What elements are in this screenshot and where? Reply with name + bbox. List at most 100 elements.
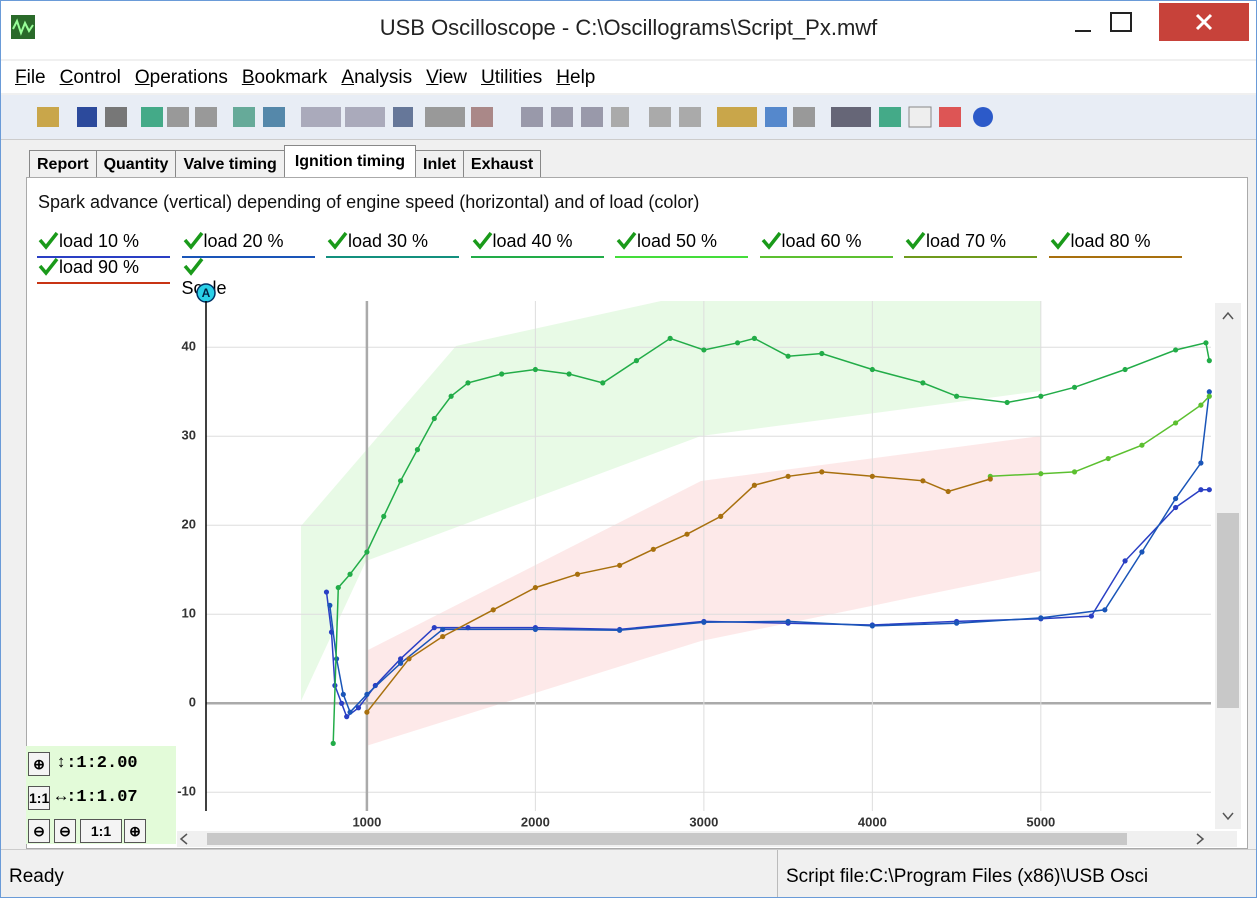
x-tick-label: 4000 bbox=[858, 814, 887, 829]
reset-horizontal[interactable]: 1:1 bbox=[28, 786, 50, 810]
data-point bbox=[347, 709, 353, 715]
data-point bbox=[1071, 469, 1078, 475]
menu-item[interactable]: Utilities bbox=[481, 67, 543, 88]
content-panel: Spark advance (vertical) depending of en… bbox=[26, 177, 1248, 849]
vertical-scale: ↕:1:2.00 bbox=[56, 754, 138, 773]
legend-item[interactable]: load 70 % bbox=[904, 230, 1037, 258]
tab[interactable]: Valve timing bbox=[175, 150, 285, 179]
data-point bbox=[1139, 442, 1145, 448]
data-point bbox=[667, 335, 673, 341]
zoom-in-vertical[interactable]: ⊕ bbox=[28, 752, 50, 776]
y-tick-label: 0 bbox=[189, 695, 196, 710]
zoom-out-a[interactable]: ⊖ bbox=[28, 819, 50, 843]
data-point bbox=[431, 415, 437, 422]
tab[interactable]: Ignition timing bbox=[283, 145, 417, 179]
legend-item[interactable]: load 20 % bbox=[181, 230, 315, 258]
svg-text:A: A bbox=[202, 286, 211, 300]
data-point bbox=[785, 473, 791, 479]
y-tick-label: 10 bbox=[182, 606, 196, 621]
description: Spark advance (vertical) depending of en… bbox=[38, 192, 700, 212]
x-tick-label: 1000 bbox=[352, 814, 381, 829]
data-point bbox=[1038, 471, 1044, 477]
menu-item[interactable]: File bbox=[15, 67, 46, 88]
legend-item[interactable]: Scale bbox=[182, 256, 227, 298]
data-point bbox=[323, 589, 330, 595]
data-point bbox=[397, 656, 404, 662]
data-point bbox=[633, 358, 640, 364]
data-point bbox=[819, 350, 825, 357]
y-tick-label: 30 bbox=[182, 428, 196, 443]
v-scrollbar[interactable] bbox=[1215, 303, 1241, 829]
tab[interactable]: Quantity bbox=[95, 150, 177, 179]
legend-item[interactable]: load 30 % bbox=[326, 230, 459, 258]
data-point bbox=[1173, 495, 1179, 502]
data-point bbox=[448, 393, 454, 399]
data-point bbox=[1004, 399, 1010, 406]
data-point bbox=[1122, 558, 1128, 564]
menu-bar: File Control Operations Bookmark Analysis Vie… bbox=[1, 61, 1256, 93]
data-point bbox=[1206, 487, 1212, 493]
data-point bbox=[1206, 358, 1212, 364]
legend-label: load 10 % bbox=[59, 231, 140, 251]
tab-strip: Report Quantity Valve timing Ignition timin… bbox=[29, 145, 542, 179]
menu-item[interactable]: Control bbox=[59, 67, 121, 88]
data-point bbox=[344, 714, 350, 720]
legend-item[interactable]: load 40 % bbox=[470, 230, 604, 258]
data-point bbox=[600, 380, 606, 386]
window-title: USB Oscilloscope - C:\Oscillograms\Scrip… bbox=[379, 15, 878, 40]
data-point bbox=[785, 353, 791, 359]
data-point bbox=[364, 709, 370, 715]
data-point bbox=[364, 549, 370, 555]
toolbar bbox=[1, 95, 1256, 140]
data-point bbox=[574, 571, 581, 577]
zoom-out-b[interactable]: ⊖ bbox=[54, 819, 76, 843]
data-point bbox=[1173, 420, 1179, 426]
reset-zoom[interactable]: 1:1 bbox=[80, 819, 122, 843]
legend-item[interactable]: load 50 % bbox=[615, 230, 748, 258]
data-point bbox=[953, 620, 960, 626]
x-tick-label: 3000 bbox=[689, 814, 718, 829]
data-point bbox=[1102, 607, 1108, 613]
data-point bbox=[339, 700, 345, 706]
data-point bbox=[920, 478, 926, 484]
toolbar-icons[interactable] bbox=[1, 95, 1201, 139]
legend-item[interactable]: load 80 % bbox=[1048, 230, 1182, 258]
menu-item[interactable]: Help bbox=[556, 67, 596, 88]
legend-item[interactable]: load 10 % bbox=[37, 230, 170, 258]
legend-item[interactable]: load 90 % bbox=[37, 256, 170, 284]
legend-label: load 50 % bbox=[637, 231, 718, 251]
tab[interactable]: Report bbox=[29, 150, 97, 179]
data-point bbox=[431, 625, 437, 631]
legend-item[interactable]: load 60 % bbox=[759, 230, 893, 258]
legend-label: load 20 % bbox=[203, 231, 284, 251]
data-point bbox=[1198, 460, 1204, 466]
legend-label: load 40 % bbox=[492, 231, 573, 251]
menu-item[interactable]: View bbox=[426, 67, 468, 88]
data-point bbox=[1038, 615, 1044, 621]
data-point bbox=[566, 371, 572, 377]
window-controls[interactable] bbox=[1061, 1, 1257, 45]
menu-item[interactable]: Operations bbox=[134, 67, 228, 88]
zoom-in[interactable]: ⊕ bbox=[124, 819, 146, 843]
data-point bbox=[617, 627, 623, 633]
data-point bbox=[440, 633, 446, 640]
data-point bbox=[532, 584, 538, 591]
tab[interactable]: Exhaust bbox=[462, 150, 542, 179]
data-point bbox=[920, 380, 926, 386]
menu-item[interactable]: Analysis bbox=[341, 67, 413, 88]
data-point bbox=[381, 513, 387, 519]
title-bar: USB Oscilloscope - C:\Oscillograms\Scrip… bbox=[1, 1, 1256, 59]
data-point bbox=[406, 656, 412, 662]
data-point bbox=[1105, 455, 1111, 462]
data-point bbox=[650, 546, 656, 552]
menu-item[interactable]: Bookmark bbox=[241, 67, 328, 88]
y-tick-label: 20 bbox=[182, 517, 196, 532]
tab[interactable]: Inlet bbox=[415, 150, 464, 179]
data-point bbox=[1038, 393, 1044, 399]
h-scrollbar[interactable] bbox=[177, 831, 1237, 847]
data-point bbox=[347, 571, 353, 577]
series-line bbox=[990, 395, 1210, 478]
data-point bbox=[869, 473, 875, 479]
data-point bbox=[617, 562, 623, 568]
